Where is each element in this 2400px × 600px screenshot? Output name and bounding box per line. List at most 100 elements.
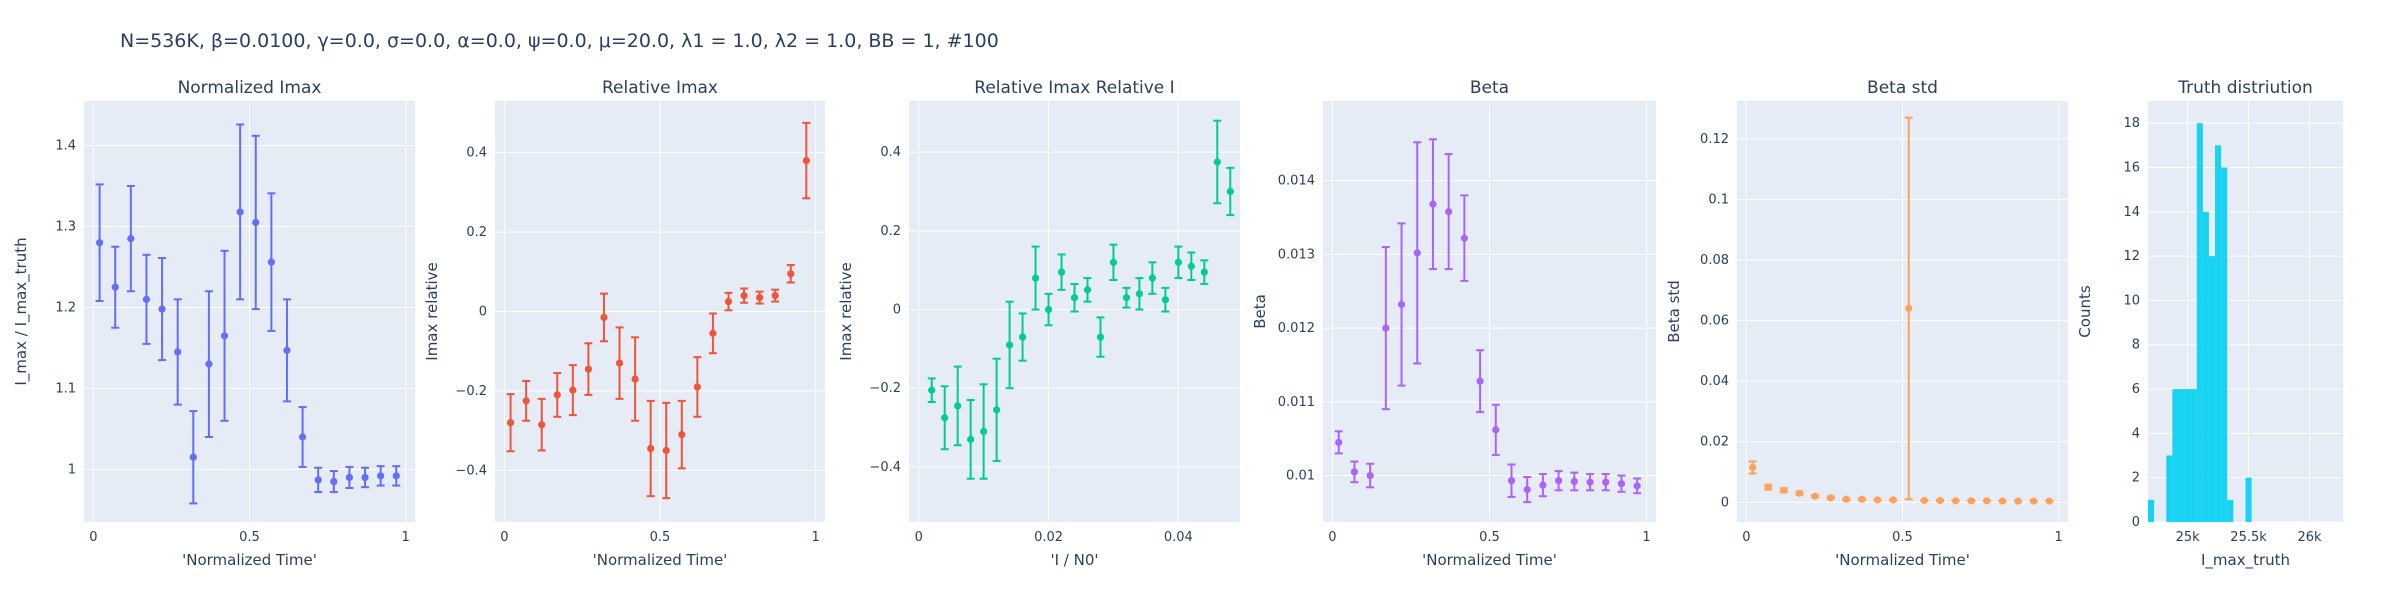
panel-5-data-point — [1780, 486, 1788, 494]
panel-3-data-point — [967, 435, 975, 443]
panel-3-data-point — [1083, 286, 1092, 294]
panel-3-data-point — [1226, 187, 1234, 196]
panel-5-data-point — [1842, 495, 1850, 503]
panel-6-y-tick-label: 8 — [2132, 338, 2140, 353]
panel-6-x-tick-label: 26k — [2297, 530, 2322, 545]
panel-3-data-point — [1135, 290, 1144, 298]
panel-4-data-point — [1523, 485, 1531, 494]
panel-5-data-point — [1936, 496, 1944, 505]
panel-4-data-point — [1555, 477, 1563, 485]
panel-3-data-point — [980, 427, 988, 436]
panel-6-y-axis-label: Counts — [2076, 285, 2094, 338]
panel-6-x-tick-label: 25.5k — [2230, 530, 2267, 545]
panel-2-data-point — [693, 383, 701, 391]
panel-4-data-point — [1460, 234, 1468, 242]
panel-5-y-tick-label: 0.12 — [1700, 132, 1729, 147]
panel-6-histogram-bar — [2196, 123, 2203, 522]
panel-6-y-tick-label: 12 — [2123, 249, 2140, 264]
panel-6-histogram-bar — [2221, 167, 2228, 522]
panel-1-data-point — [111, 283, 119, 291]
panel-5-data-point — [1811, 492, 1819, 500]
panel-2-data-point — [615, 359, 624, 367]
panel-5-data-point — [1951, 497, 1960, 505]
panel-4-data-point — [1382, 324, 1390, 332]
panel-4-y-tick-label: 0.01 — [1286, 469, 1315, 484]
panel-2-data-point — [522, 397, 530, 405]
panel-3-data-point — [1096, 333, 1105, 341]
panel-1-data-point — [220, 332, 229, 340]
panel-2-title: Relative Imax — [602, 78, 718, 98]
panel-2-data-point — [771, 292, 779, 300]
panel-5-data-point — [1920, 496, 1928, 505]
panel-4-y-tick-label: 0.011 — [1278, 395, 1315, 410]
panel-6-y-tick-label: 14 — [2123, 205, 2140, 220]
panel-2-data-point — [584, 365, 592, 373]
panel-3-data-point — [993, 406, 1001, 414]
panel-3-data-point — [1148, 274, 1156, 282]
panel-3-data-point — [1109, 258, 1118, 266]
panel-5-data-point — [2045, 497, 2053, 505]
panel-4-data-point — [1617, 480, 1626, 488]
panel-2-data-point — [802, 156, 810, 165]
panel-1-data-point — [377, 472, 385, 480]
panel-2-data-point — [787, 270, 795, 278]
panel-5-data-point — [1905, 304, 1913, 313]
panel-5-data-point — [1998, 497, 2007, 505]
panel-2-y-tick-label: 0.2 — [466, 225, 487, 240]
panel-3-data-point — [1200, 268, 1208, 276]
panel-1-x-tick-label: 1 — [401, 530, 409, 545]
panel-4-x-axis-label: 'Normalized Time' — [1422, 551, 1557, 569]
panel-2-x-tick-label: 0.5 — [650, 530, 671, 545]
panel-1-data-point — [361, 473, 369, 482]
panel-2-data-point — [647, 444, 655, 453]
panel-4-data-point — [1539, 481, 1547, 489]
panel-6-histogram-bar — [2172, 389, 2179, 522]
panel-6-y-tick-label: 4 — [2132, 426, 2140, 441]
panel-2-y-tick-label: −0.4 — [455, 463, 487, 478]
panel-2-data-point — [553, 391, 561, 399]
panel-5-x-tick-label: 0.5 — [1892, 530, 1913, 545]
panel-6-histogram-bar — [2148, 499, 2155, 522]
panel-6-histogram-bar — [2190, 389, 2197, 522]
panel-1-data-point — [267, 258, 275, 266]
panel-6-histogram-bar — [2208, 256, 2216, 522]
panel-2-data-point — [662, 446, 670, 455]
panel-2-data-point — [756, 293, 764, 302]
panel-4-data-point — [1335, 438, 1343, 446]
panel-1-data-point — [189, 453, 197, 461]
panel-3-x-tick-label: 0.02 — [1034, 530, 1063, 545]
panel-1-data-point — [158, 305, 166, 313]
panel-4-data-point — [1476, 377, 1484, 385]
panel-3-data-point — [1122, 294, 1131, 302]
panel-5-data-point — [1749, 463, 1757, 472]
panel-1-data-point — [174, 348, 182, 356]
panel-6-histogram-bar — [2166, 455, 2173, 522]
panel-2-data-point — [678, 431, 686, 439]
panel-3-y-axis-label: Imax relative — [837, 262, 855, 360]
panel-5-data-point — [1967, 497, 1975, 505]
panel-1-data-point — [345, 473, 354, 482]
panel-1-data-point — [142, 295, 151, 303]
panel-2-y-tick-label: −0.2 — [455, 384, 487, 399]
panel-1-data-point — [96, 239, 104, 247]
panel-2-y-tick-label: 0 — [479, 305, 487, 320]
panel-3-x-tick-label: 0.04 — [1164, 530, 1193, 545]
panel-4-data-point — [1445, 207, 1453, 216]
panel-3-x-tick-label: 0 — [915, 530, 923, 545]
panel-4-data-point — [1633, 482, 1641, 490]
panel-4-x-tick-label: 0.5 — [1479, 530, 1500, 545]
panel-3-data-point — [1057, 268, 1066, 276]
panel-4-data-point — [1429, 200, 1437, 208]
panel-2-x-tick-label: 1 — [812, 530, 820, 545]
panel-6-histogram-bar — [2227, 499, 2234, 522]
panel-1-y-axis-label: I_max / I_max_truth — [12, 237, 31, 385]
panel-5-y-tick-label: 0.04 — [1700, 374, 1729, 389]
panel-5-y-tick-label: 0.06 — [1700, 314, 1729, 329]
panel-6-histogram-bar — [2215, 145, 2222, 522]
panel-5-data-point — [1764, 483, 1772, 491]
panel-6-y-tick-label: 0 — [2132, 515, 2140, 530]
panel-3-y-tick-label: −0.4 — [869, 460, 901, 475]
panel-5-data-point — [1827, 494, 1835, 502]
panel-5-y-axis-label: Beta std — [1665, 280, 1683, 343]
